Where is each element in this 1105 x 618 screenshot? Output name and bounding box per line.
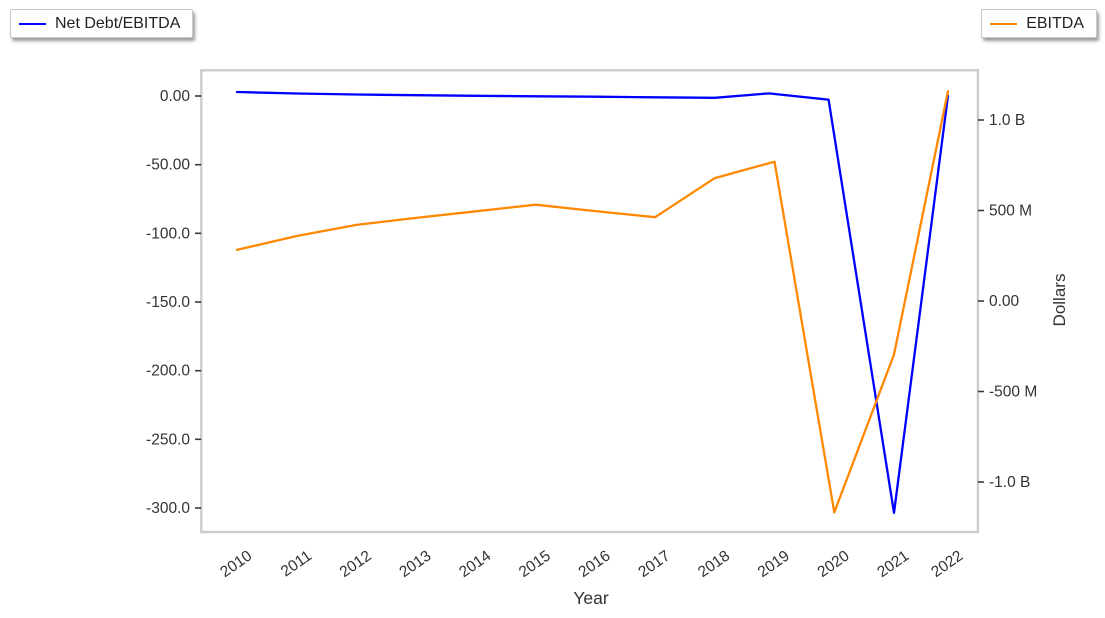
svg-text:-100.0: -100.0	[146, 225, 190, 242]
svg-text:2011: 2011	[278, 547, 315, 580]
svg-text:2016: 2016	[576, 547, 614, 581]
svg-text:2012: 2012	[337, 547, 375, 581]
svg-text:2017: 2017	[635, 547, 673, 581]
svg-text:500 M: 500 M	[989, 203, 1032, 220]
svg-text:-50.00: -50.00	[146, 157, 190, 174]
svg-text:2013: 2013	[396, 547, 434, 581]
svg-text:2015: 2015	[516, 547, 554, 581]
svg-text:2014: 2014	[456, 547, 494, 581]
svg-text:2020: 2020	[815, 547, 853, 581]
svg-text:-150.0: -150.0	[146, 294, 190, 311]
svg-text:2019: 2019	[755, 547, 793, 581]
svg-text:-200.0: -200.0	[146, 363, 190, 380]
svg-text:Year: Year	[573, 588, 609, 608]
svg-text:Dollars: Dollars	[1050, 274, 1069, 327]
svg-text:2010: 2010	[217, 547, 255, 581]
svg-text:-1.0 B: -1.0 B	[989, 474, 1030, 491]
svg-text:2021: 2021	[874, 547, 912, 581]
svg-text:-300.0: -300.0	[146, 500, 190, 517]
svg-text:0.00: 0.00	[160, 88, 191, 105]
svg-text:1.0 B: 1.0 B	[989, 112, 1025, 129]
svg-text:-500 M: -500 M	[989, 384, 1037, 401]
svg-text:-250.0: -250.0	[146, 431, 190, 448]
svg-text:2022: 2022	[928, 547, 966, 581]
svg-text:2018: 2018	[695, 547, 733, 581]
svg-text:0.00: 0.00	[989, 293, 1020, 310]
